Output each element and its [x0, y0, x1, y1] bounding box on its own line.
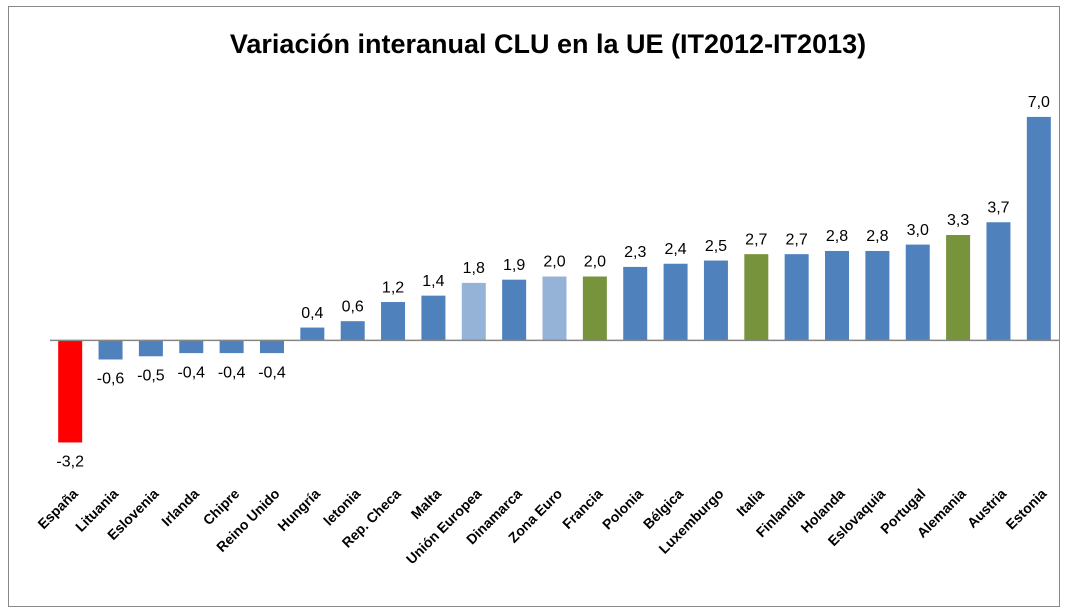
bar — [663, 263, 688, 341]
bar — [905, 244, 930, 341]
value-label: -3,2 — [56, 454, 84, 471]
value-label: 7,0 — [1028, 94, 1050, 111]
value-label: 2,7 — [786, 231, 808, 248]
value-label: 2,8 — [866, 228, 888, 245]
value-label: 2,0 — [543, 254, 565, 271]
value-label: 3,3 — [947, 212, 969, 229]
value-label: 2,8 — [826, 228, 848, 245]
value-label: 3,0 — [907, 222, 929, 239]
bar — [461, 282, 486, 341]
value-label: 1,4 — [422, 273, 444, 290]
bar — [340, 321, 365, 341]
value-label: -0,4 — [258, 364, 286, 381]
value-label: 2,3 — [624, 244, 646, 261]
bar — [582, 276, 607, 341]
value-label: 1,9 — [503, 257, 525, 274]
value-label: -0,4 — [218, 364, 246, 381]
value-label: -0,4 — [177, 364, 205, 381]
bar — [219, 340, 244, 354]
bar — [179, 340, 204, 354]
bar — [703, 260, 728, 341]
bar — [986, 222, 1011, 341]
value-label: 0,6 — [342, 298, 364, 315]
value-label: 3,7 — [987, 199, 1009, 216]
value-label: 2,5 — [705, 238, 727, 255]
bar — [259, 340, 284, 354]
bar — [865, 250, 890, 341]
bar — [58, 340, 83, 443]
value-label: -0,6 — [97, 371, 125, 388]
chart-title: Variación interanual CLU en la UE (IT201… — [230, 29, 866, 59]
value-label: -0,5 — [137, 368, 165, 385]
bar — [98, 340, 123, 360]
value-label: 2,0 — [584, 254, 606, 271]
bar — [1026, 116, 1051, 341]
value-label: 0,4 — [301, 305, 323, 322]
bar — [825, 250, 850, 341]
bar — [381, 302, 406, 341]
bar — [623, 266, 648, 341]
bar — [946, 235, 971, 341]
value-label: 2,4 — [664, 241, 686, 258]
bar — [744, 254, 769, 341]
value-label: 1,8 — [463, 260, 485, 277]
bar — [502, 279, 527, 341]
value-label: 1,2 — [382, 279, 404, 296]
bar — [300, 327, 325, 341]
bar — [421, 295, 446, 341]
bar — [138, 340, 163, 357]
bar — [784, 254, 809, 341]
bar — [542, 276, 567, 341]
value-label: 2,7 — [745, 231, 767, 248]
